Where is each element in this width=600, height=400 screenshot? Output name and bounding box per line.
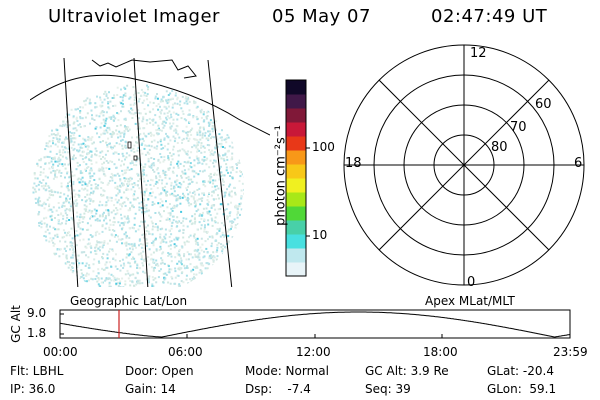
auroral-emission-disc xyxy=(32,84,244,287)
altitude-plot-frame xyxy=(59,309,571,339)
geographic-map-label: Geographic Lat/Lon xyxy=(70,294,188,308)
seq-info: Seq: 39 xyxy=(365,382,411,396)
polar-label-lat-70: 70 xyxy=(510,120,527,135)
dsp-info: Dsp: -7.4 xyxy=(245,382,311,396)
polar-label-18: 18 xyxy=(345,156,362,171)
date-label: 05 May 07 xyxy=(272,6,371,27)
polar-label-0: 0 xyxy=(467,275,476,290)
meridian-line xyxy=(133,57,149,287)
gain-info: Gain: 14 xyxy=(125,382,176,396)
glon-info: GLon: 59.1 xyxy=(487,382,557,396)
colorbar-unit-label: photon cm⁻²s⁻¹ xyxy=(273,125,289,226)
altitude-xtick: 12:00 xyxy=(296,345,331,359)
mode-info: Mode: Normal xyxy=(245,364,329,378)
altitude-ytick-9: 9.0 xyxy=(27,306,47,320)
colorbar-segment xyxy=(286,80,306,95)
polar-label-6: 6 xyxy=(574,156,583,171)
colorbar xyxy=(286,80,306,277)
polar-label-12: 12 xyxy=(470,46,487,61)
time-label: 02:47:49 UT xyxy=(431,6,548,27)
door-info: Door: Open xyxy=(125,364,194,378)
colorbar-frame xyxy=(285,79,307,277)
altitude-curve xyxy=(59,311,571,338)
colorbar-segment xyxy=(286,206,306,221)
altitude-xtick: 18:00 xyxy=(423,345,458,359)
meridian-line xyxy=(207,59,233,287)
colorbar-segment xyxy=(286,150,306,165)
altitude-xtick: 06:00 xyxy=(168,345,203,359)
colorbar-segment xyxy=(286,94,306,109)
apex-polar-grid xyxy=(343,44,585,286)
gc-alt-info: GC Alt: 3.9 Re xyxy=(365,364,449,378)
colorbar-tick-100: 100 xyxy=(312,140,335,154)
colorbar-segment xyxy=(286,192,306,207)
glat-info: GLat: -20.4 xyxy=(487,364,554,378)
colorbar-segment xyxy=(286,122,306,137)
coastline-outline xyxy=(91,59,197,79)
colorbar-segment xyxy=(286,178,306,193)
altitude-ytick-1-8: 1.8 xyxy=(27,326,47,340)
polar-label-lat-80: 80 xyxy=(491,140,508,155)
colorbar-segment xyxy=(286,108,306,123)
colorbar-segment xyxy=(286,262,306,277)
colorbar-segment xyxy=(286,220,306,235)
site-marker xyxy=(133,155,138,161)
ip-info: IP: 36.0 xyxy=(10,382,56,396)
colorbar-segment xyxy=(286,248,306,263)
altitude-xtick: 00:00 xyxy=(43,345,78,359)
altitude-ylabel: GC Alt xyxy=(9,305,23,343)
colorbar-segment xyxy=(286,164,306,179)
altitude-xtick: 23:59 xyxy=(553,345,588,359)
instrument-title: Ultraviolet Imager xyxy=(48,6,220,27)
apex-map-label: Apex MLat/MLT xyxy=(425,294,515,308)
meridian-line xyxy=(63,57,79,287)
filter-info: Flt: LBHL xyxy=(10,364,64,378)
site-marker xyxy=(127,141,132,149)
colorbar-segment xyxy=(286,136,306,151)
colorbar-tick-10: 10 xyxy=(312,228,328,242)
polar-label-lat-60: 60 xyxy=(535,97,552,112)
colorbar-segment xyxy=(286,234,306,249)
